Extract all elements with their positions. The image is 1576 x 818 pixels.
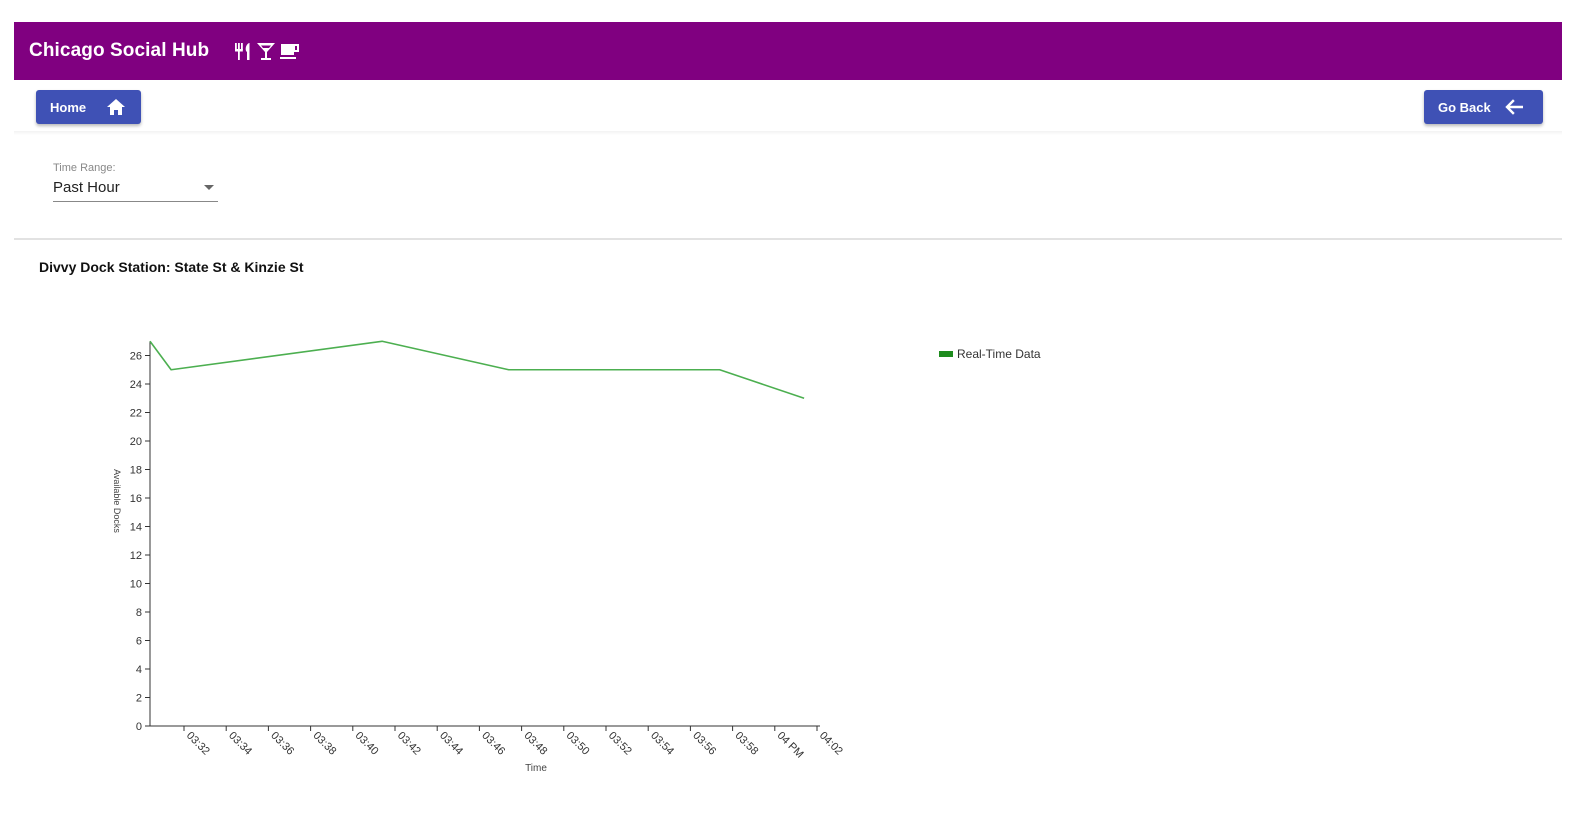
y-tick-label: 22 [130, 408, 142, 420]
x-tick-label: 03:52 [606, 730, 634, 758]
y-tick-label: 6 [136, 636, 142, 648]
y-tick-label: 16 [130, 493, 142, 505]
home-button[interactable]: Home [36, 90, 141, 124]
x-tick-label: 03:38 [310, 730, 338, 758]
y-tick-label: 0 [136, 721, 142, 733]
time-range-select[interactable]: Past Hour [53, 179, 218, 202]
utensils-icon [235, 43, 250, 60]
legend-swatch [939, 351, 953, 357]
x-tick-label: 03:50 [564, 730, 592, 758]
x-tick-label: 03:34 [226, 730, 254, 758]
y-tick-label: 18 [130, 465, 142, 477]
app-icons [233, 41, 300, 61]
x-tick-label: 03:42 [395, 730, 423, 758]
app-title: Chicago Social Hub [29, 40, 210, 61]
y-tick-label: 8 [136, 607, 142, 619]
time-range-value: Past Hour [53, 179, 120, 196]
y-tick-label: 20 [130, 436, 142, 448]
go-back-button[interactable]: Go Back [1424, 90, 1543, 124]
x-tick-label: 03:46 [479, 730, 507, 758]
y-tick-label: 12 [130, 550, 142, 562]
x-tick-label: 03:56 [690, 730, 718, 758]
chevron-down-icon [204, 185, 214, 190]
x-tick-label: 04:02 [817, 730, 845, 758]
y-tick-label: 26 [130, 351, 142, 363]
chart-legend: Real-Time Data [939, 347, 1041, 361]
time-range-field: Time Range: Past Hour [53, 162, 218, 202]
x-tick-label: 03:36 [268, 730, 296, 758]
cocktail-icon [257, 43, 276, 60]
home-icon [107, 99, 126, 115]
x-tick-label: 03:32 [184, 730, 212, 758]
y-tick-label: 4 [136, 664, 142, 676]
section-divider [14, 238, 1562, 240]
y-tick-label: 2 [136, 693, 142, 705]
coffee-icon [280, 44, 300, 59]
x-tick-label: 04 PM [775, 730, 806, 761]
series-line [149, 340, 805, 400]
app-bar: Chicago Social Hub [14, 22, 1562, 80]
y-tick-label: 14 [130, 522, 142, 534]
legend-label: Real-Time Data [957, 347, 1041, 361]
x-tick-label: 03:48 [521, 730, 549, 758]
chart-title: Divvy Dock Station: State St & Kinzie St [39, 259, 304, 275]
y-axis-title: Available Docks [112, 469, 122, 533]
y-tick-label: 24 [130, 379, 142, 391]
x-tick-label: 03:44 [437, 730, 465, 758]
x-tick-label: 03:58 [732, 730, 760, 758]
time-range-label: Time Range: [53, 162, 116, 174]
go-back-button-label: Go Back [1438, 99, 1491, 115]
x-tick-label: 03:54 [648, 730, 676, 758]
toolbar-shadow [14, 131, 1562, 135]
home-button-label: Home [50, 99, 87, 115]
y-tick-label: 10 [130, 579, 142, 591]
x-tick-label: 03:40 [353, 730, 381, 758]
arrow-left-icon [1505, 99, 1523, 115]
x-axis-title: Time [525, 763, 547, 774]
